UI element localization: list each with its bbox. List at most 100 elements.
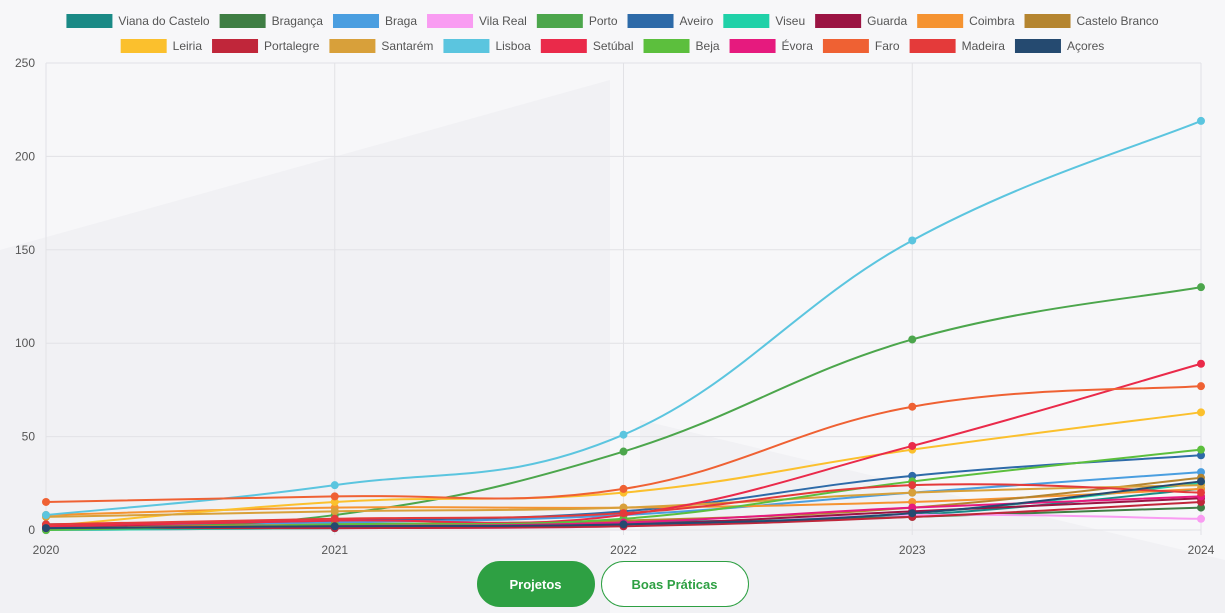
legend-item-beja[interactable]: Beja	[643, 39, 720, 53]
legend-item-guarda[interactable]: Guarda	[815, 14, 907, 28]
data-point-setubal[interactable]	[908, 441, 917, 450]
view-toggle: Projetos Boas Práticas	[0, 561, 1225, 607]
data-point-faro[interactable]	[619, 484, 628, 493]
legend-label: Braga	[385, 14, 417, 28]
legend-item-porto[interactable]: Porto	[536, 14, 618, 28]
legend-item-aveiro[interactable]: Aveiro	[627, 14, 714, 28]
x-tick-label: 2021	[321, 543, 348, 557]
data-point-madeira[interactable]	[1197, 488, 1205, 497]
data-point-porto[interactable]	[619, 447, 628, 456]
legend-item-braga[interactable]: Braga	[332, 14, 417, 28]
data-point-santarem[interactable]	[330, 507, 339, 516]
data-point-acores[interactable]	[1197, 477, 1205, 486]
legend-swatch	[66, 14, 113, 28]
legend-item-setubal[interactable]: Setúbal	[540, 39, 634, 53]
x-tick-label: 2020	[33, 543, 60, 557]
legend-item-lisboa[interactable]: Lisboa	[443, 39, 531, 53]
legend-label: Beja	[696, 39, 720, 53]
data-point-acores[interactable]	[42, 524, 50, 533]
data-point-lisboa[interactable]	[908, 236, 917, 245]
data-point-acores[interactable]	[619, 520, 628, 529]
data-point-madeira[interactable]	[330, 514, 339, 523]
projetos-button[interactable]: Projetos	[476, 561, 595, 607]
data-point-faro[interactable]	[42, 497, 50, 506]
legend-swatch	[917, 14, 964, 28]
data-point-santarem[interactable]	[908, 488, 917, 497]
legend-label: Lisboa	[495, 39, 531, 53]
data-point-santarem[interactable]	[619, 503, 628, 512]
boas-praticas-button[interactable]: Boas Práticas	[600, 561, 749, 607]
legend-swatch	[536, 14, 583, 28]
legend-swatch	[120, 39, 167, 53]
data-point-lisboa[interactable]	[330, 481, 339, 490]
legend-item-vila-real[interactable]: Vila Real	[427, 14, 527, 28]
series-madeira	[42, 481, 1205, 529]
legend-item-castelo-branco[interactable]: Castelo Branco	[1024, 14, 1159, 28]
legend-label: Madeira	[962, 39, 1006, 53]
data-point-lisboa[interactable]	[42, 511, 50, 520]
x-tick-label: 2023	[899, 543, 926, 557]
legend-label: Bragança	[272, 14, 324, 28]
axes: 0 50 100 150 200 250 2020 2021 2022 2023 2024	[15, 56, 1215, 557]
legend-item-leiria[interactable]: Leiria	[120, 39, 203, 53]
legend-item-braganca[interactable]: Bragança	[219, 14, 324, 28]
grid	[45, 62, 1202, 535]
legend-swatch	[1024, 14, 1071, 28]
legend-swatch	[443, 39, 490, 53]
legend-swatch	[729, 39, 776, 53]
data-point-braga[interactable]	[1197, 468, 1205, 477]
legend-swatch	[212, 39, 259, 53]
y-tick-label: 50	[22, 430, 36, 444]
legend-item-evora[interactable]: Évora	[729, 38, 814, 53]
y-tick-label: 250	[15, 56, 35, 70]
data-point-aveiro[interactable]	[1197, 451, 1205, 460]
legend-label: Viana do Castelo	[118, 14, 210, 28]
legend-swatch	[1014, 39, 1061, 53]
data-point-lisboa[interactable]	[1197, 116, 1205, 125]
data-point-acores[interactable]	[908, 509, 917, 518]
legend-item-viseu[interactable]: Viseu	[723, 14, 805, 28]
series-faro	[42, 382, 1205, 506]
legend-label: Faro	[875, 39, 900, 53]
y-tick-label: 100	[15, 336, 35, 350]
data-point-lisboa[interactable]	[619, 430, 628, 439]
data-point-acores[interactable]	[330, 522, 339, 531]
data-point-setubal[interactable]	[1197, 359, 1205, 368]
data-point-aveiro[interactable]	[908, 471, 917, 480]
data-point-faro[interactable]	[1197, 382, 1205, 391]
legend-item-madeira[interactable]: Madeira	[909, 39, 1006, 53]
y-tick-label: 200	[15, 149, 35, 163]
legend-swatch	[627, 14, 674, 28]
data-point-evora[interactable]	[908, 503, 917, 512]
y-tick-label: 150	[15, 243, 35, 257]
legend-item-acores[interactable]: Açores	[1014, 39, 1104, 53]
data-point-faro[interactable]	[908, 402, 917, 411]
data-point-porto[interactable]	[1197, 283, 1205, 292]
legend-swatch	[427, 14, 474, 28]
series-porto	[42, 283, 1205, 533]
data-point-braganca[interactable]	[1197, 503, 1205, 512]
data-point-madeira[interactable]	[619, 509, 628, 518]
legend-item-faro[interactable]: Faro	[822, 39, 900, 53]
data-point-leiria[interactable]	[1197, 408, 1205, 417]
data-point-vila-real[interactable]	[1197, 514, 1205, 523]
data-point-beja[interactable]	[1197, 445, 1205, 454]
legend-label: Aveiro	[680, 14, 714, 28]
legend-swatch	[219, 14, 266, 28]
legend-label: Açores	[1067, 39, 1104, 53]
legend-swatch	[723, 14, 770, 28]
data-point-portalegre[interactable]	[1197, 497, 1205, 506]
legend-label: Guarda	[867, 14, 907, 28]
data-point-faro[interactable]	[330, 492, 339, 501]
legend-label: Évora	[782, 38, 814, 53]
legend-item-santarem[interactable]: Santarém	[329, 39, 433, 53]
legend-item-viana-do-castelo[interactable]: Viana do Castelo	[66, 14, 210, 28]
legend-item-portalegre[interactable]: Portalegre	[212, 39, 320, 53]
data-point-madeira[interactable]	[908, 481, 917, 490]
data-point-coimbra[interactable]	[908, 497, 917, 506]
x-tick-label: 2024	[1188, 543, 1215, 557]
data-point-leiria[interactable]	[330, 497, 339, 506]
data-point-porto[interactable]	[908, 335, 917, 344]
legend-item-coimbra[interactable]: Coimbra	[917, 14, 1015, 28]
